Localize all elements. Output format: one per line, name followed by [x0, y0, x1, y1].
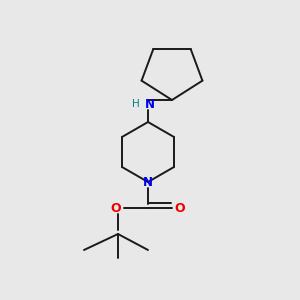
Text: O: O	[175, 202, 185, 214]
Text: N: N	[145, 98, 155, 110]
Text: O: O	[111, 202, 121, 214]
Text: H: H	[132, 99, 140, 109]
Text: N: N	[143, 176, 153, 188]
